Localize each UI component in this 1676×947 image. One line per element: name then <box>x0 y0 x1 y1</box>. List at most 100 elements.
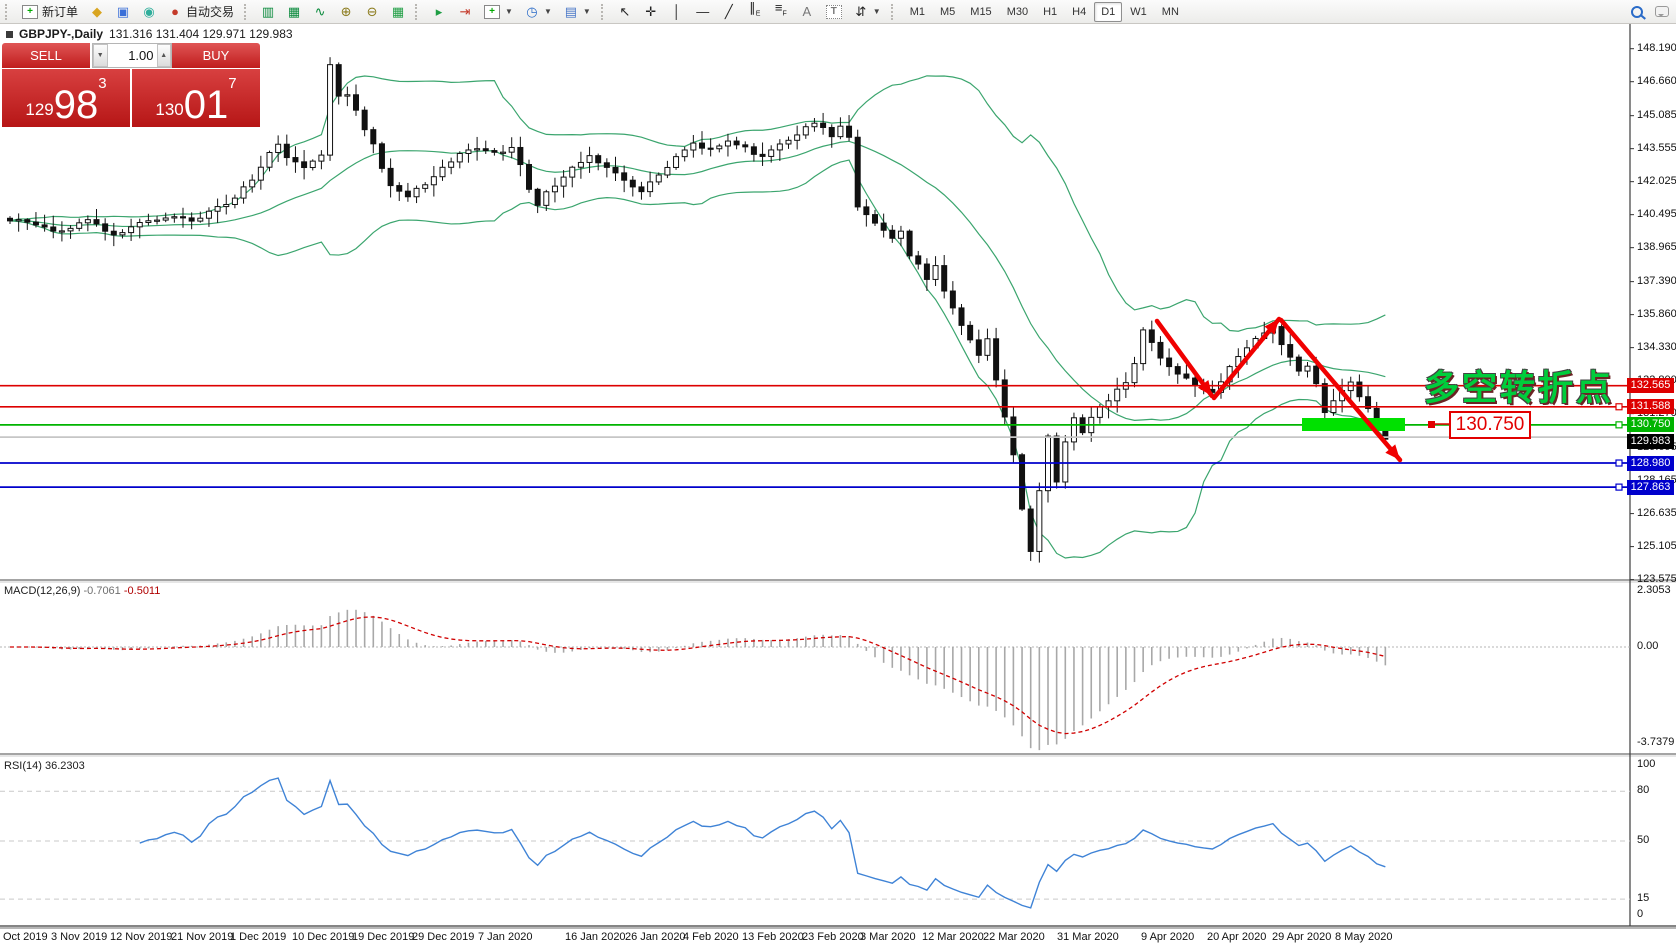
timeframe-m15[interactable]: M15 <box>963 2 998 22</box>
price-line-label: 129.983 <box>1627 433 1674 449</box>
candle-chart-icon: ▦ <box>287 3 301 19</box>
date-tick-label: 19 Dec 2019 <box>352 931 415 943</box>
price-tick-label: 137.390 <box>1637 274 1676 287</box>
autotrade-icon: ● <box>171 3 179 19</box>
bar-chart-button[interactable]: ▥ <box>256 2 280 22</box>
buy-button[interactable]: BUY <box>172 43 260 68</box>
trend-arrow[interactable] <box>1278 317 1403 463</box>
trend-arrow[interactable] <box>1154 318 1215 399</box>
zoom-out-icon: ⊖ <box>366 3 378 19</box>
tile-windows-icon: ▦ <box>391 3 405 19</box>
sell-price-sup: 3 <box>98 75 107 92</box>
sell-price-small: 129 <box>25 100 54 119</box>
buy-price-button[interactable]: 130 01 7 <box>132 69 260 127</box>
date-tick-label: 29 Apr 2020 <box>1272 931 1332 943</box>
volume-increase-button[interactable]: ▲ <box>156 44 171 67</box>
chevron-down-icon: ▼ <box>505 7 513 16</box>
volume-decrease-button[interactable]: ▼ <box>93 44 108 67</box>
toolbar-grip[interactable] <box>890 3 898 20</box>
templates-button[interactable]: ▤ ▼ <box>559 2 596 22</box>
price-tag-130750[interactable]: 130.750 <box>1449 411 1531 439</box>
cursor-tool-button[interactable]: ↖ <box>613 2 637 22</box>
text-tool-button[interactable]: A <box>795 2 819 22</box>
autotrade-button[interactable]: ● 自动交易 <box>163 2 239 22</box>
rsi-axis-label: 15 <box>1637 892 1650 904</box>
price-tick-label: 148.190 <box>1637 41 1676 54</box>
fibonacci-tool-button[interactable]: ≡F <box>769 1 793 22</box>
hline-handle[interactable] <box>1615 483 1623 491</box>
trendline-tool-button[interactable]: ╱ <box>717 2 741 22</box>
tile-windows-button[interactable]: ▦ <box>386 2 410 22</box>
auto-scroll-button[interactable]: ▸ <box>427 2 451 22</box>
sell-price-button[interactable]: 129 98 3 <box>2 69 130 127</box>
hline-handle[interactable] <box>1615 421 1623 429</box>
chart-header: GBPJPY-,Daily 131.316 131.404 129.971 12… <box>6 27 293 41</box>
periods-button[interactable]: ◷ ▼ <box>520 2 557 22</box>
zoom-out-button[interactable]: ⊖ <box>360 2 384 22</box>
zoom-in-icon: ⊕ <box>340 3 352 19</box>
date-tick-label: 4 Feb 2020 <box>683 931 739 943</box>
date-tick-label: 3 Nov 2019 <box>51 931 108 943</box>
chat-button[interactable] <box>1650 2 1674 22</box>
price-line-label: 127.863 <box>1627 479 1674 495</box>
market-watch-icon: ◆ <box>92 3 103 19</box>
autotrade-label: 自动交易 <box>186 5 235 19</box>
signal-icon: ◉ <box>143 3 155 19</box>
search-button[interactable] <box>1626 2 1648 22</box>
signal-button[interactable]: ◉ <box>137 2 161 22</box>
macd-axis-label: -3.7379 <box>1637 736 1675 748</box>
toolbar-grip[interactable] <box>244 3 251 20</box>
toolbar-grip[interactable] <box>5 3 12 20</box>
channel-tool-button[interactable]: ∥E <box>743 1 767 22</box>
timeframe-m1[interactable]: M1 <box>903 2 932 22</box>
volume-input[interactable] <box>107 44 157 67</box>
date-tick-label: 20 Apr 2020 <box>1207 931 1267 943</box>
date-tick-label: 22 Mar 2020 <box>983 931 1045 943</box>
timeframe-h1[interactable]: H1 <box>1036 2 1064 22</box>
line-chart-button[interactable]: ∿ <box>308 2 332 22</box>
price-line-label: 131.588 <box>1627 399 1674 415</box>
arrows-tool-button[interactable]: ⇵ ▼ <box>849 2 886 22</box>
new-order-button[interactable]: + 新订单 <box>17 2 83 22</box>
trend-arrow[interactable] <box>1211 316 1282 401</box>
line-chart-icon: ∿ <box>314 3 326 19</box>
market-watch-button[interactable]: ◆ <box>85 2 109 22</box>
clock-icon: ◷ <box>526 3 538 19</box>
toolbar-grip[interactable] <box>415 3 422 20</box>
timeframe-m5[interactable]: M5 <box>933 2 962 22</box>
hline-handle[interactable] <box>1615 403 1623 411</box>
timeframe-mn[interactable]: MN <box>1155 2 1186 22</box>
terminal-button[interactable]: ▣ <box>111 2 135 22</box>
add-indicator-button[interactable]: + ▼ <box>479 2 518 22</box>
template-icon: ▤ <box>564 3 578 19</box>
sell-button[interactable]: SELL <box>2 43 90 68</box>
timeframe-w1[interactable]: W1 <box>1123 2 1154 22</box>
turning-point-annotation[interactable]: 多空转折点 <box>1424 369 1615 408</box>
macd-axis-label: 0.00 <box>1637 640 1659 652</box>
timeframe-d1[interactable]: D1 <box>1094 1 1123 22</box>
rsi-value: 36.2303 <box>44 760 85 772</box>
hline-handle[interactable] <box>1615 459 1623 467</box>
date-tick-label: 8 May 2020 <box>1335 931 1393 943</box>
sell-price-big: 98 <box>53 83 99 127</box>
price-tick-label: 142.025 <box>1637 174 1676 187</box>
search-icon <box>1631 5 1643 18</box>
toolbar-grip[interactable] <box>600 3 608 20</box>
hline-tool-button[interactable]: — <box>691 2 715 22</box>
timeframe-h4[interactable]: H4 <box>1065 2 1093 22</box>
macd-axis-label: 2.3053 <box>1637 584 1671 596</box>
zoom-in-button[interactable]: ⊕ <box>334 2 358 22</box>
price-tick-label: 134.330 <box>1637 340 1676 353</box>
candle-chart-button[interactable]: ▦ <box>282 2 306 22</box>
rsi-axis-label: 0 <box>1637 908 1644 920</box>
timeframe-bar: M1 M5 M15 M30 H1 H4 D1 W1 MN <box>903 1 1186 22</box>
support-highlight[interactable] <box>1302 418 1405 431</box>
ohlc-values: 131.316 131.404 129.971 129.983 <box>109 27 293 41</box>
vline-tool-button[interactable]: │ <box>665 2 689 22</box>
timeframe-m30[interactable]: M30 <box>1000 2 1035 22</box>
text-label-tool-button[interactable]: T <box>821 2 847 22</box>
crosshair-tool-button[interactable]: ✛ <box>639 2 663 22</box>
chart-shift-button[interactable]: ⇥ <box>453 2 477 22</box>
